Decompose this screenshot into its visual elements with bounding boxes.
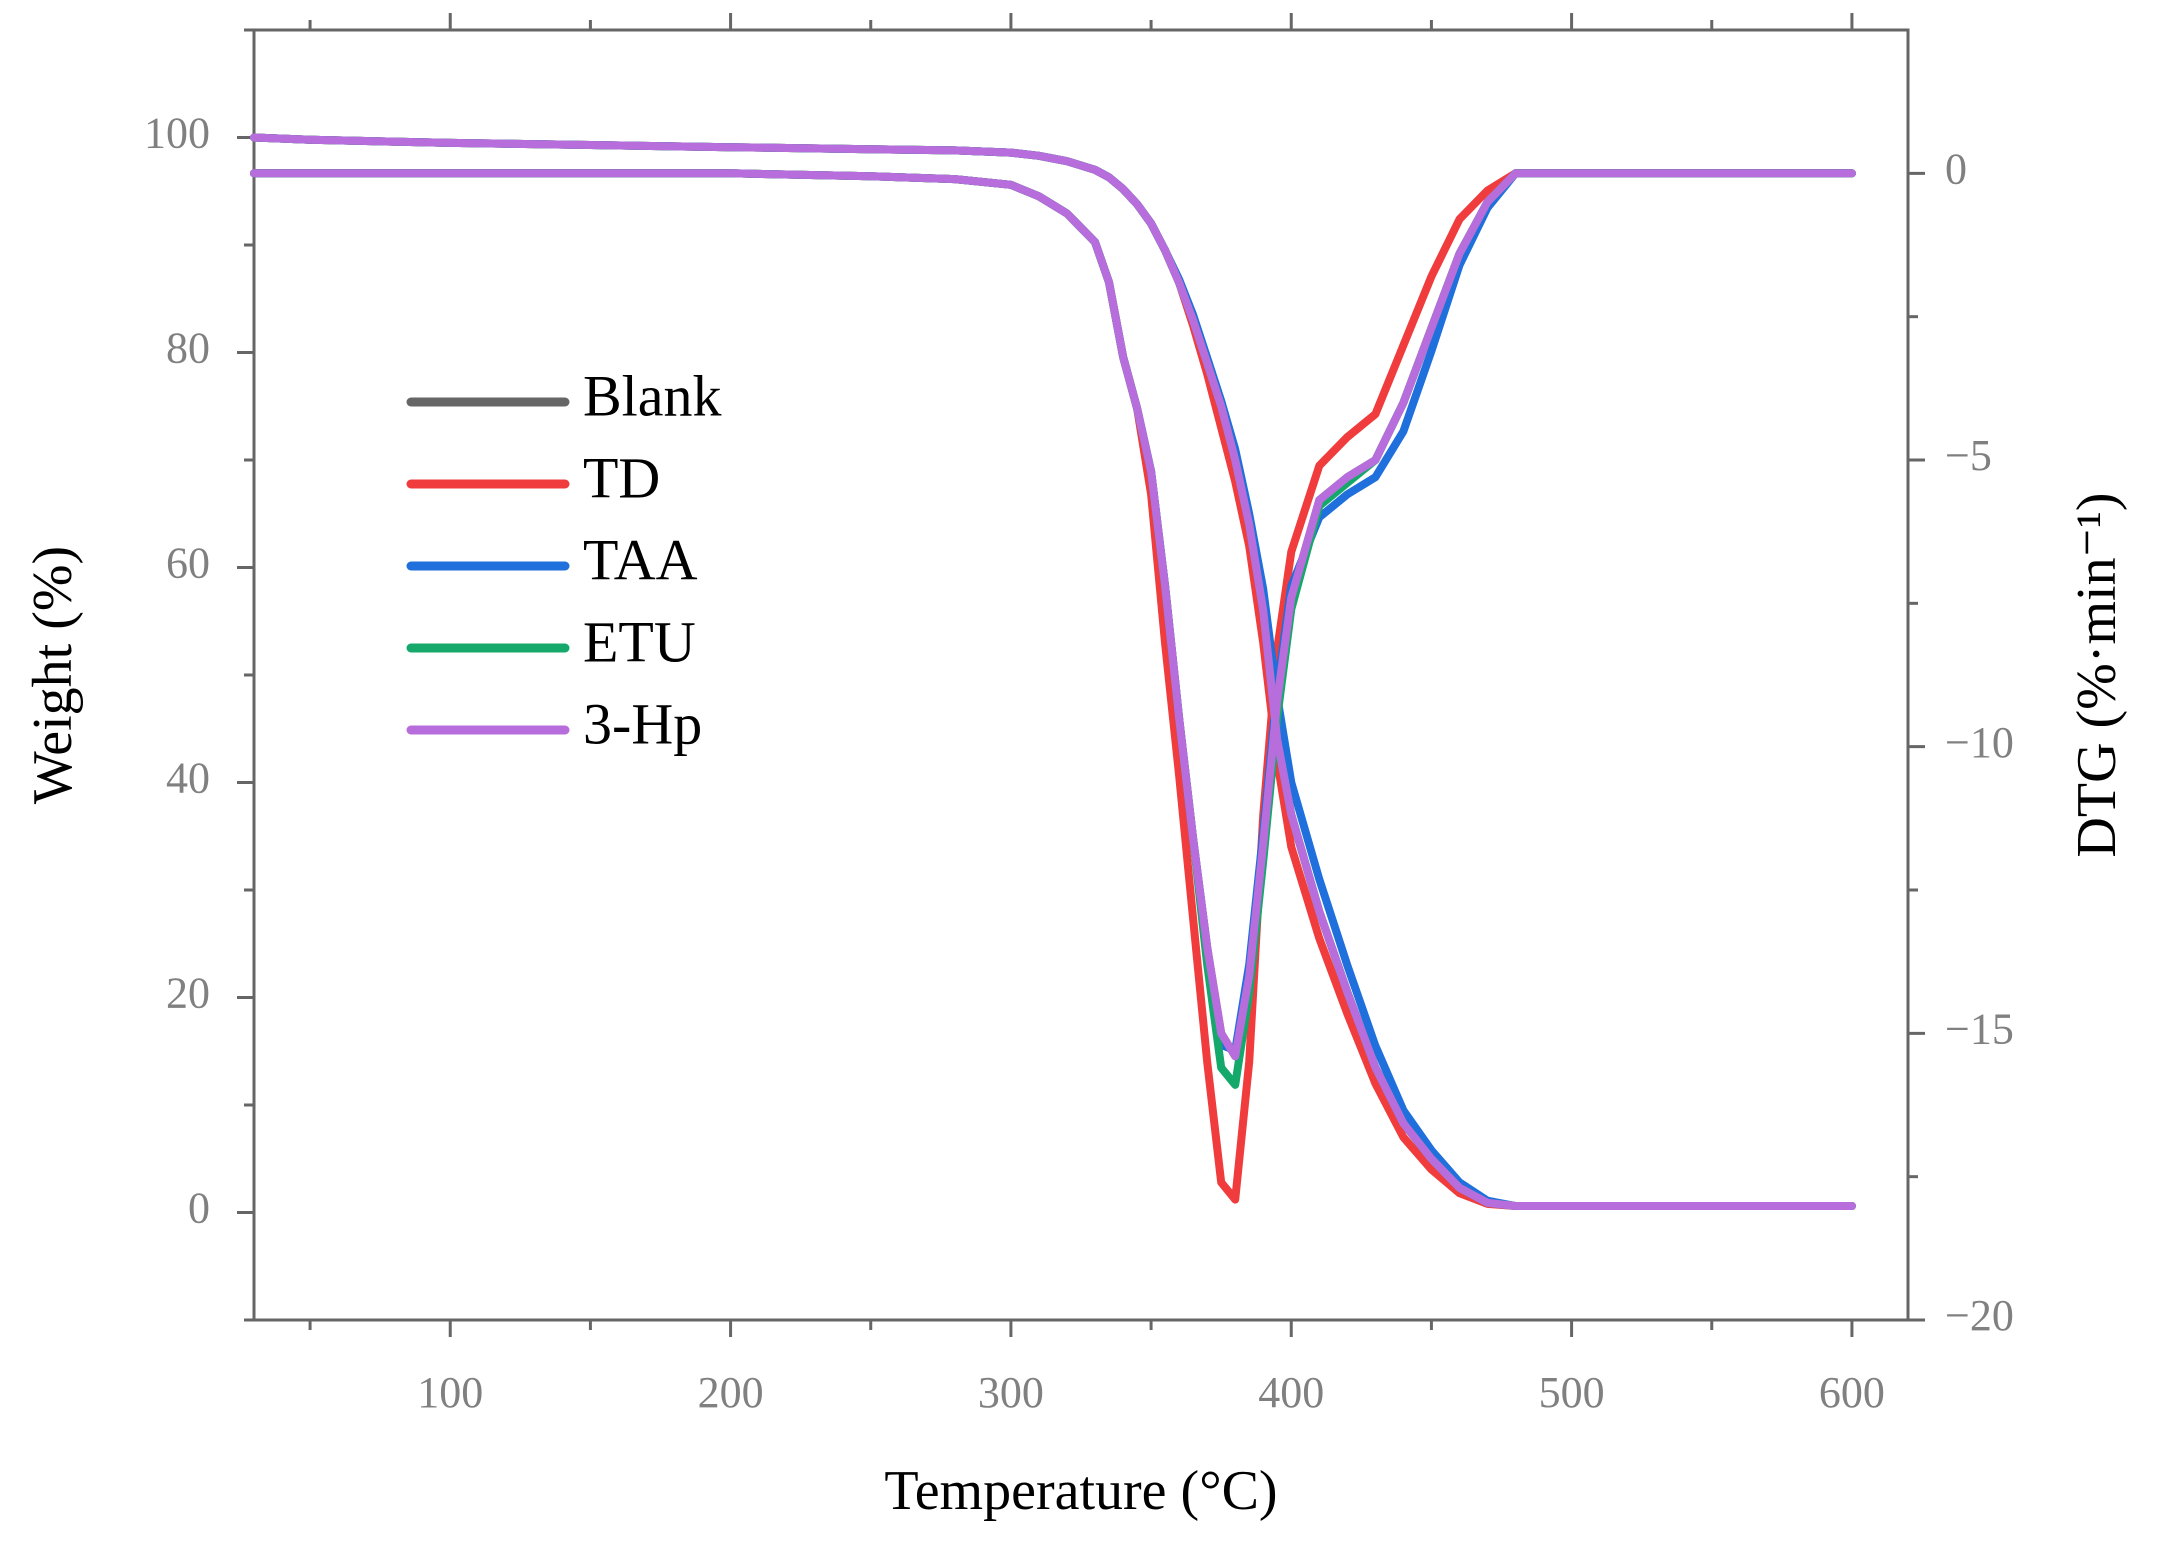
y-tick-label: 20 <box>166 969 210 1018</box>
weight-line <box>250 133 1856 1210</box>
y2-tick-label: −5 <box>1945 431 1992 480</box>
weight-line <box>250 133 1856 1210</box>
y2-tick-label: −10 <box>1945 718 2014 767</box>
x-tick-label: 500 <box>1539 1368 1605 1417</box>
y-tick-label: 80 <box>166 324 210 373</box>
weight-line <box>250 133 1856 1210</box>
y-axis-title: Weight (%) <box>22 546 84 804</box>
dtg-line <box>250 169 1856 1089</box>
x-tick-label: 600 <box>1819 1368 1885 1417</box>
legend-label: Blank <box>583 363 722 428</box>
dtg-line <box>250 169 1856 1204</box>
y-tick-label: 100 <box>144 109 210 158</box>
dtg-line <box>250 169 1856 1061</box>
y-tick-label: 0 <box>188 1184 210 1233</box>
y2-tick-label: −20 <box>1945 1291 2014 1340</box>
y2-tick-label: −15 <box>1945 1004 2014 1053</box>
x-axis-title: Temperature (°C) <box>884 1460 1277 1522</box>
x-tick-label: 200 <box>698 1368 764 1417</box>
y-tick-label: 60 <box>166 539 210 588</box>
dtg-line <box>250 169 1856 1061</box>
legend-label: 3-Hp <box>583 691 702 756</box>
weight-line <box>250 133 1856 1210</box>
x-tick-label: 300 <box>978 1368 1044 1417</box>
x-tick-label: 400 <box>1258 1368 1324 1417</box>
legend-label: ETU <box>583 609 696 674</box>
legend-label: TD <box>583 445 660 510</box>
dtg-line <box>250 169 1856 1055</box>
y-tick-label: 40 <box>166 754 210 803</box>
weight-line <box>250 133 1856 1210</box>
y2-axis-title: DTG (%·min⁻¹) <box>2066 492 2128 857</box>
legend-label: TAA <box>583 527 698 592</box>
x-tick-label: 100 <box>417 1368 483 1417</box>
y2-tick-label: 0 <box>1945 144 1967 193</box>
